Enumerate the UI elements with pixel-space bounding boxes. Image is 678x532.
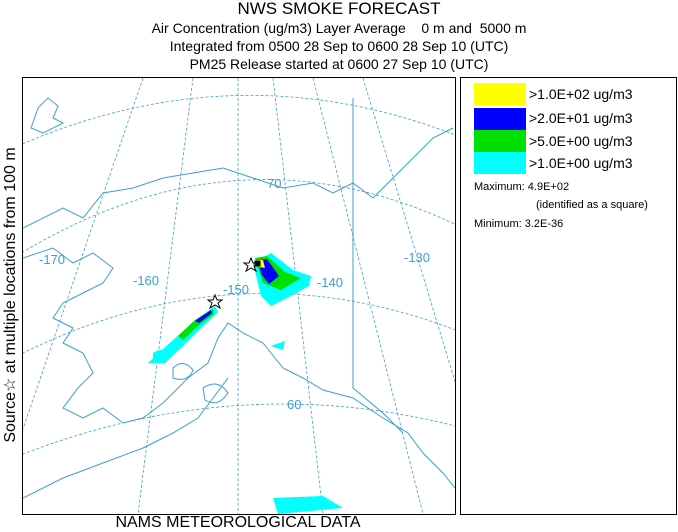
source-label-text: Source☆ at multiple locations from 100 m <box>2 147 19 443</box>
lon-label-150: -150 <box>223 282 249 297</box>
coastline <box>23 97 455 499</box>
meridian-160 <box>137 78 194 514</box>
latitude-line-60 <box>23 403 455 455</box>
lon-label-140: -140 <box>317 275 343 290</box>
lon-label-130: -130 <box>404 250 430 265</box>
alaska-map: -170 -160 -150 -140 -130 70 60 <box>23 78 455 514</box>
map-panel[interactable]: -170 -160 -150 -140 -130 70 60 <box>22 77 456 515</box>
island <box>172 363 194 380</box>
graticule <box>23 78 455 514</box>
plume-south <box>273 496 343 514</box>
legend-swatch-blue <box>474 108 526 130</box>
kodiak-island <box>202 383 229 404</box>
forecast-title: NWS SMOKE FORECAST <box>237 0 441 18</box>
source-star <box>206 293 224 310</box>
legend-swatch-green <box>474 130 526 152</box>
source-markers <box>206 256 261 310</box>
legend-swatch-yellow <box>474 83 526 105</box>
meridian-120 <box>362 78 455 383</box>
legend-swatch-cyan <box>474 152 526 174</box>
release-info: PM25 Release started at 0600 27 Sep 10 (… <box>189 56 489 72</box>
meridian-140 <box>272 78 324 514</box>
source-label: Source☆ at multiple locations from 100 m <box>0 77 20 513</box>
chukotka-coast <box>30 97 65 134</box>
lon-label-160: -160 <box>133 273 159 288</box>
latitude-line-70 <box>23 179 455 253</box>
plume-spot <box>271 341 285 350</box>
plume-high <box>195 310 212 323</box>
lon-label-170: -170 <box>39 252 65 267</box>
panhandle-border <box>352 387 404 434</box>
smoke-plumes <box>148 253 343 514</box>
minimum-value: Minimum: 3.2E-36 <box>474 218 564 230</box>
west-coast <box>23 247 264 424</box>
latitude-line <box>23 95 455 145</box>
meridian-170 <box>23 78 144 431</box>
latitude-line-65 <box>23 293 455 354</box>
lat-label-70: 70 <box>267 176 281 191</box>
legend-label: >5.0E+00 ug/m3 <box>529 133 633 149</box>
plume-patch <box>153 349 171 361</box>
legend-label: >2.0E+01 ug/m3 <box>529 110 633 126</box>
meridian-130 <box>312 78 424 514</box>
maximum-note: (identified as a square) <box>536 199 648 211</box>
meteorological-data-label: NAMS METEOROLOGICAL DATA <box>115 514 361 531</box>
legend-panel: >1.0E+02 ug/m3 >2.0E+01 ug/m3 >5.0E+00 u… <box>460 77 677 515</box>
maximum-square <box>254 260 261 267</box>
alaska-peninsula <box>23 377 229 499</box>
integration-period: Integrated from 0500 28 Sep to 0600 28 S… <box>169 38 509 54</box>
concentration-subtitle: Air Concentration (ug/m3) Layer Average … <box>151 20 527 36</box>
gulf-coast <box>262 342 455 489</box>
legend-label: >1.0E+02 ug/m3 <box>529 86 633 102</box>
legend-label: >1.0E+00 ug/m3 <box>529 155 633 171</box>
maximum-value: Maximum: 4.9E+02 <box>474 181 570 193</box>
lat-label-60: 60 <box>287 397 301 412</box>
arctic-coast <box>23 127 454 229</box>
